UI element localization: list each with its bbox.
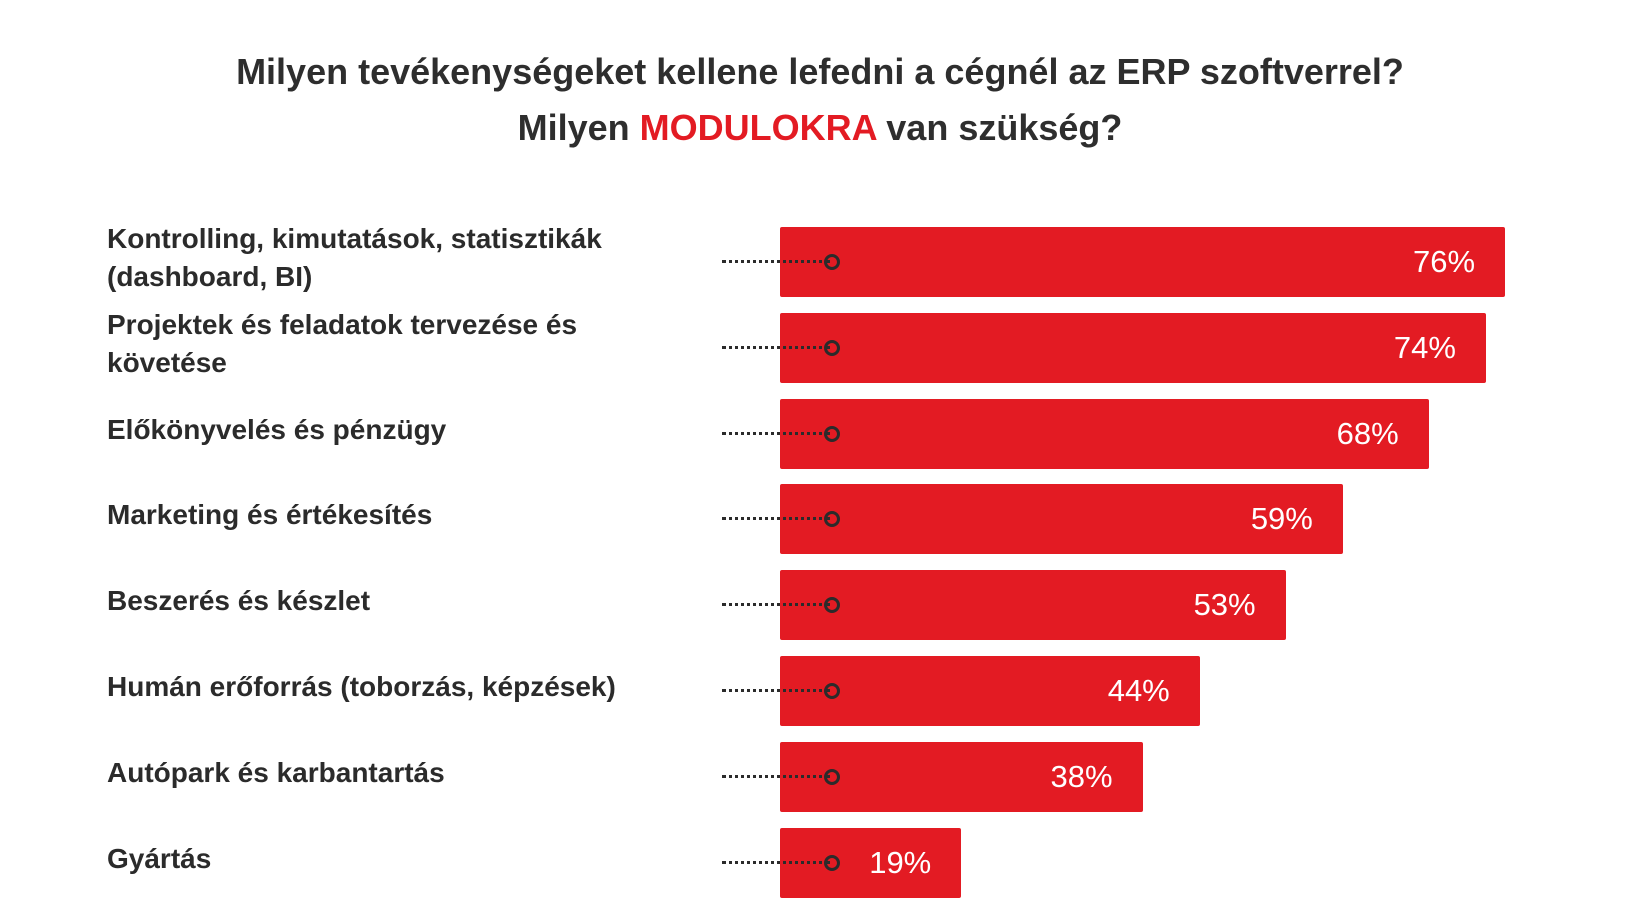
category-label: Autópark és karbantartás: [107, 754, 667, 792]
category-label-line: Beszerés és készlet: [107, 585, 371, 616]
leader-line: [722, 517, 830, 520]
marker-circle: [824, 683, 840, 699]
bar: [780, 484, 1343, 554]
category-label: Gyártás: [107, 840, 667, 878]
bar: [780, 313, 1486, 383]
category-label: Előkönyvelés és pénzügy: [107, 411, 667, 449]
marker-circle: [824, 769, 840, 785]
category-label-line: Humán erőforrás (toborzás, képzések): [107, 671, 616, 702]
category-label-line: Előkönyvelés és pénzügy: [107, 414, 447, 445]
category-label: Projektek és feladatok tervezése és követ…: [107, 306, 667, 382]
bar-value-label: 59%: [1250, 501, 1313, 536]
category-label-line: (dashboard, BI): [107, 261, 313, 292]
bar-value-label: 76%: [1412, 244, 1476, 279]
marker-circle: [824, 254, 840, 270]
category-label: Humán erőforrás (toborzás, képzések): [107, 668, 667, 706]
leader-line: [722, 432, 830, 435]
category-label-line: Kontrolling, kimutatások, statisztikák: [107, 223, 602, 254]
bar: [780, 227, 1506, 297]
bar: [780, 742, 1143, 812]
bar-value-label: 68%: [1336, 416, 1399, 451]
leader-line: [722, 689, 830, 692]
leader-line: [722, 861, 830, 864]
bar: [780, 570, 1286, 640]
title-prefix: Milyen: [517, 107, 640, 148]
category-label-line: Autópark és karbantartás: [107, 757, 445, 788]
title-highlight: MODULOKRA: [639, 107, 877, 148]
bar-value-label: 19%: [869, 845, 932, 880]
leader-line: [722, 260, 830, 263]
marker-circle: [824, 511, 840, 527]
leader-line: [722, 346, 830, 349]
bar: [780, 656, 1200, 726]
chart-title-line-1: Milyen tevékenységeket kellene lefedni a…: [236, 51, 1404, 92]
bar-value-label: 74%: [1393, 330, 1456, 365]
bar-value-label: 44%: [1107, 673, 1170, 708]
category-label: Beszerés és készlet: [107, 582, 667, 620]
chart-title-line-2: Milyen MODULOKRA van szükség?: [0, 100, 1640, 156]
title-suffix: van szükség?: [876, 107, 1123, 148]
leader-line: [722, 775, 830, 778]
bar: [780, 399, 1429, 469]
category-label: Marketing és értékesítés: [107, 496, 667, 534]
chart-title: Milyen tevékenységeket kellene lefedni a…: [0, 44, 1640, 156]
category-label-line: Gyártás: [107, 843, 212, 874]
marker-circle: [824, 340, 840, 356]
bar-value-label: 53%: [1193, 587, 1256, 622]
category-label: Kontrolling, kimutatások, statisztikák (d…: [107, 220, 667, 296]
category-label-line: Projektek és feladatok tervezése és: [107, 309, 578, 340]
marker-circle: [824, 855, 840, 871]
marker-circle: [824, 597, 840, 613]
category-label-line: Marketing és értékesítés: [107, 499, 433, 530]
leader-line: [722, 603, 830, 606]
marker-circle: [824, 426, 840, 442]
category-label-line: követése: [107, 347, 227, 378]
bar-value-label: 38%: [1050, 759, 1113, 794]
